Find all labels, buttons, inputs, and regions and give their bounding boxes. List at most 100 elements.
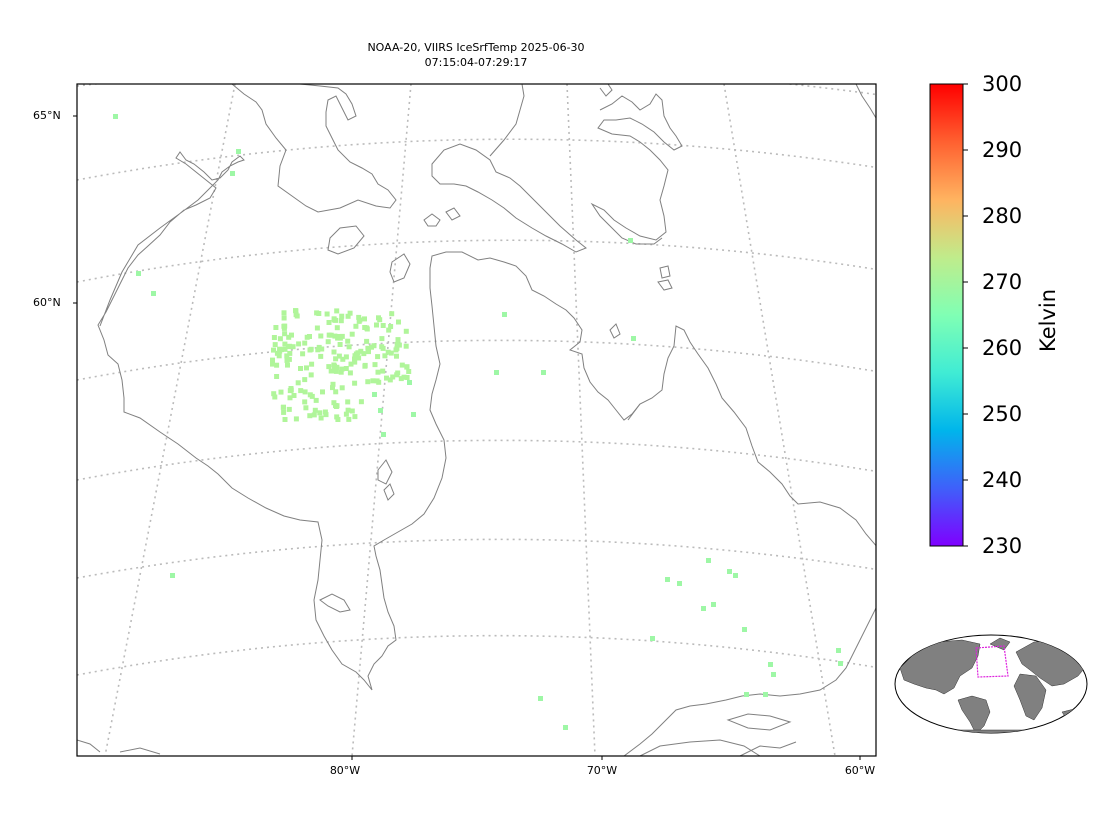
latitude-gridlines (77, 84, 876, 676)
data-point (333, 356, 339, 362)
data-point (385, 349, 391, 355)
data-point (278, 389, 284, 395)
data-point (322, 409, 328, 415)
data-point (346, 416, 352, 422)
data-point (744, 692, 749, 697)
data-point (339, 366, 345, 372)
data-point (349, 408, 355, 414)
data-point (365, 345, 371, 351)
data-point (352, 356, 357, 362)
data-point (355, 350, 361, 356)
data-point (389, 311, 395, 317)
data-point (345, 407, 351, 413)
data-point (308, 372, 314, 378)
data-point (356, 314, 362, 320)
lat-label-65n: 65°N (33, 109, 61, 122)
data-point (273, 325, 279, 330)
colorbar-tick-260: 260 (982, 336, 1023, 360)
data-point (403, 328, 409, 334)
data-point (348, 361, 354, 367)
data-point (339, 385, 345, 391)
data-point (339, 313, 345, 319)
colorbar-tick-240: 240 (982, 468, 1023, 492)
data-point (366, 349, 371, 355)
data-point (379, 336, 385, 342)
lon-label-60w: 60°W (844, 764, 876, 777)
data-point (352, 359, 358, 365)
axis-ticks (73, 115, 861, 760)
data-point (345, 338, 351, 344)
data-point (311, 412, 317, 418)
data-point (286, 334, 292, 340)
data-point (295, 380, 301, 386)
data-point (272, 394, 278, 400)
data-point (281, 315, 287, 321)
data-point (382, 353, 388, 359)
data-point (338, 369, 344, 375)
data-point (326, 364, 332, 370)
data-point (711, 602, 716, 607)
data-point (335, 335, 341, 341)
colorbar-tick-280: 280 (982, 204, 1023, 228)
data-point (293, 416, 299, 422)
data-point (403, 343, 409, 349)
data-point (404, 364, 410, 370)
data-point (323, 412, 329, 418)
data-point (302, 340, 308, 346)
data-point (316, 311, 322, 316)
data-point (320, 389, 325, 395)
data-point (328, 332, 334, 338)
data-point (411, 412, 416, 417)
data-point (838, 661, 843, 666)
colorbar (929, 83, 964, 547)
data-point (401, 374, 407, 380)
data-point (361, 351, 367, 357)
data-point (352, 380, 358, 386)
data-point (303, 405, 309, 411)
data-point (338, 318, 344, 324)
data-point (353, 323, 359, 329)
data-point (377, 317, 383, 323)
data-point (280, 404, 286, 410)
data-point (374, 378, 380, 384)
data-point (390, 374, 396, 380)
data-point (302, 389, 308, 395)
data-point (170, 573, 175, 578)
data-point (399, 362, 405, 368)
data-point (331, 349, 337, 355)
data-point (136, 271, 141, 276)
data-point (272, 342, 278, 348)
data-point (331, 362, 337, 368)
data-point (331, 317, 337, 323)
data-point (343, 354, 349, 360)
data-point (271, 347, 276, 353)
data-point (398, 376, 404, 382)
data-point (309, 361, 315, 367)
data-point (768, 662, 773, 667)
data-point (388, 324, 394, 329)
data-point (331, 400, 337, 406)
data-point (502, 312, 507, 317)
plot-title-line1: NOAA-20, VIIRS IceSrfTemp 2025-06-30 (367, 41, 585, 54)
data-point (404, 375, 410, 380)
data-point (316, 344, 322, 350)
data-point (113, 114, 118, 119)
data-point (340, 356, 346, 362)
data-point (394, 353, 399, 359)
data-point (282, 341, 288, 347)
data-point (364, 326, 370, 332)
colorbar-label: Kelvin (1036, 288, 1060, 352)
data-point (298, 366, 303, 371)
baffin-island (231, 84, 397, 213)
data-point (358, 348, 364, 354)
data-point (330, 381, 336, 387)
data-point (230, 171, 235, 176)
data-point (332, 368, 337, 374)
data-point (365, 379, 371, 385)
data-point (271, 391, 277, 397)
data-point (324, 311, 330, 317)
data-point (307, 413, 313, 419)
data-point (337, 335, 343, 341)
data-point (236, 149, 241, 154)
